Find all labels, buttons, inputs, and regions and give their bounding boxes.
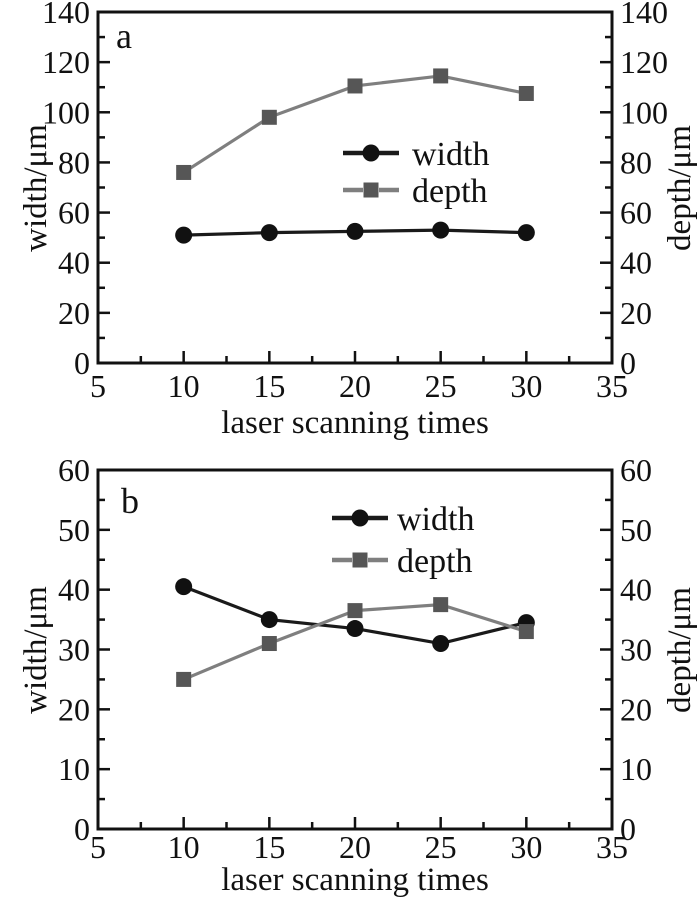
y-tick-label-left: 10 bbox=[58, 751, 90, 787]
y-tick-label-left: 40 bbox=[58, 245, 90, 281]
y-tick-label-right: 0 bbox=[620, 811, 636, 847]
y-tick-label-left: 60 bbox=[58, 452, 90, 488]
legend-label-depth: depth bbox=[412, 173, 488, 210]
depth-data-point bbox=[433, 68, 449, 84]
y-tick-label-right: 120 bbox=[620, 44, 668, 80]
y-tick-label-left: 100 bbox=[42, 94, 90, 130]
y-tick-label-left: 40 bbox=[58, 572, 90, 608]
x-tick-label: 10 bbox=[168, 368, 200, 404]
legend-label-depth: depth bbox=[397, 543, 473, 580]
x-tick-label: 20 bbox=[339, 829, 371, 865]
y-tick-label-right: 30 bbox=[620, 632, 652, 668]
width-data-point bbox=[346, 222, 364, 240]
legend-marker-width bbox=[362, 144, 380, 162]
width-data-point bbox=[517, 224, 535, 242]
y-tick-label-right: 40 bbox=[620, 572, 652, 608]
x-axis-label: laser scanning times bbox=[221, 405, 489, 441]
x-tick-label: 30 bbox=[510, 368, 542, 404]
width-data-point bbox=[432, 635, 450, 653]
width-data-point bbox=[175, 226, 193, 244]
y-tick-label-right: 60 bbox=[620, 195, 652, 231]
legend-marker-width bbox=[351, 509, 369, 527]
y-tick-label-left: 20 bbox=[58, 691, 90, 727]
legend-label-width: width bbox=[397, 501, 474, 538]
y-tick-label-left: 30 bbox=[58, 632, 90, 668]
y-tick-label-right: 140 bbox=[620, 0, 668, 30]
y-tick-label-left: 50 bbox=[58, 512, 90, 548]
depth-data-point bbox=[433, 597, 449, 613]
y-tick-label-right: 40 bbox=[620, 245, 652, 281]
x-axis-label: laser scanning times bbox=[221, 862, 489, 898]
width-data-point bbox=[260, 611, 278, 629]
width-data-point bbox=[346, 620, 364, 638]
y-tick-label-left: 60 bbox=[58, 195, 90, 231]
depth-data-point bbox=[176, 164, 192, 180]
y-axis-label-left: width/μm bbox=[18, 124, 54, 252]
depth-data-point bbox=[261, 636, 277, 652]
y-tick-label-right: 20 bbox=[620, 691, 652, 727]
y-axis-label-right: depth/μm bbox=[662, 587, 698, 713]
legend-marker-depth bbox=[352, 552, 368, 568]
y-tick-label-right: 100 bbox=[620, 94, 668, 130]
width-data-point bbox=[175, 578, 193, 596]
y-tick-label-left: 0 bbox=[74, 811, 90, 847]
y-axis-label-left: width/μm bbox=[18, 586, 54, 714]
panel-label: a bbox=[116, 16, 132, 56]
depth-data-point bbox=[347, 603, 363, 619]
y-tick-label-left: 80 bbox=[58, 144, 90, 180]
legend-marker-depth bbox=[363, 182, 379, 198]
width-data-point bbox=[260, 224, 278, 242]
x-tick-label: 25 bbox=[425, 368, 457, 404]
legend-label-width: width bbox=[412, 136, 489, 173]
x-tick-label: 15 bbox=[253, 368, 285, 404]
depth-data-point bbox=[518, 624, 534, 640]
x-tick-label: 25 bbox=[425, 829, 457, 865]
x-tick-label: 15 bbox=[253, 829, 285, 865]
y-tick-label-right: 10 bbox=[620, 751, 652, 787]
x-tick-label: 20 bbox=[339, 368, 371, 404]
y-tick-label-left: 120 bbox=[42, 44, 90, 80]
y-tick-label-right: 50 bbox=[620, 512, 652, 548]
panel-label: b bbox=[121, 481, 139, 521]
x-tick-label: 5 bbox=[90, 368, 106, 404]
x-tick-label: 5 bbox=[90, 829, 106, 865]
depth-data-point bbox=[347, 78, 363, 94]
y-tick-label-right: 0 bbox=[620, 345, 636, 381]
axis-ticks bbox=[96, 468, 614, 831]
x-tick-label: 35 bbox=[596, 829, 628, 865]
depth-data-point bbox=[176, 671, 192, 687]
width-data-point bbox=[432, 221, 450, 239]
y-tick-label-right: 60 bbox=[620, 452, 652, 488]
x-tick-label: 35 bbox=[596, 368, 628, 404]
y-tick-label-left: 0 bbox=[74, 345, 90, 381]
plot-frame bbox=[96, 10, 614, 365]
depth-data-point bbox=[518, 85, 534, 101]
y-tick-label-left: 140 bbox=[42, 0, 90, 30]
y-tick-label-left: 20 bbox=[58, 295, 90, 331]
y-axis-label-right: depth/μm bbox=[662, 125, 698, 251]
y-tick-label-right: 20 bbox=[620, 295, 652, 331]
x-tick-label: 30 bbox=[510, 829, 542, 865]
axis-ticks bbox=[96, 10, 614, 365]
depth-data-point bbox=[261, 109, 277, 125]
y-tick-label-right: 80 bbox=[620, 144, 652, 180]
x-tick-label: 10 bbox=[168, 829, 200, 865]
